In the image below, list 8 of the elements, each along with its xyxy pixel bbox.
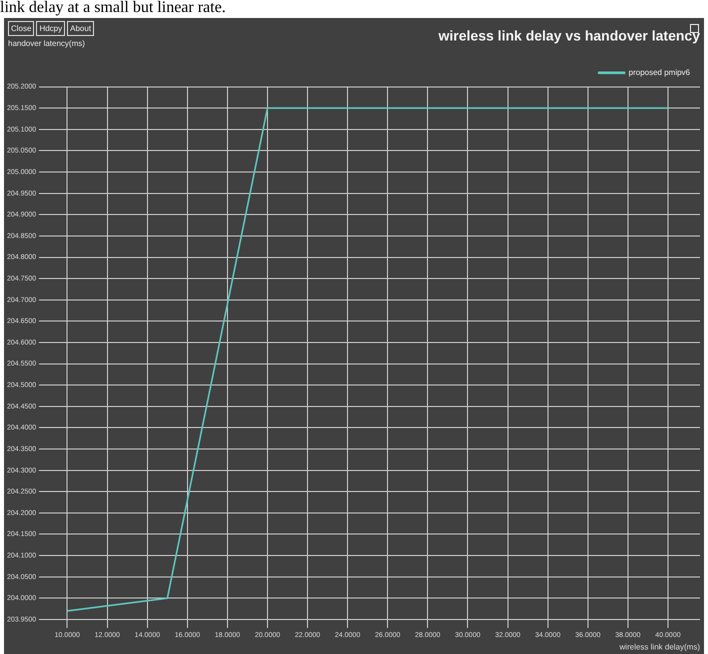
text: Close [8,21,34,36]
text: About [67,21,94,36]
text: Hdcpy [36,21,66,36]
chart-title: wireless link delay vs handover latency [438,27,700,44]
x-axis-title: wireless link delay(ms) [618,642,700,652]
y-axis-title: handover latency(ms) [8,39,86,48]
legend-label: proposed pmipv6 [628,68,691,78]
text: link delay at a small but linear rate. [0,0,227,18]
